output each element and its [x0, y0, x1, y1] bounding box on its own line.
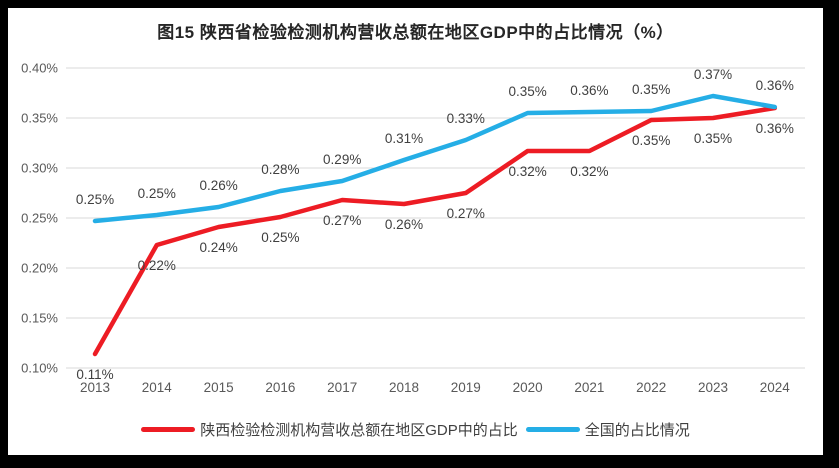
legend-item-1: 全国的占比情况: [525, 419, 690, 440]
series-line-1: [92, 93, 778, 224]
y-tick-label: 0.25%: [21, 211, 58, 226]
data-label-series-0: 0.27%: [447, 206, 485, 221]
data-label-series-0: 0.36%: [756, 121, 794, 136]
x-tick-label: 2018: [389, 380, 419, 395]
data-label-series-1: 0.28%: [261, 162, 299, 177]
data-label-series-0: 0.35%: [694, 131, 732, 146]
data-label-series-1: 0.36%: [756, 78, 794, 93]
x-tick-label: 2020: [513, 380, 543, 395]
data-label-series-1: 0.31%: [385, 131, 423, 146]
legend-swatch-icon: [141, 426, 196, 432]
legend-swatch-icon: [525, 426, 580, 432]
x-tick-label: 2021: [574, 380, 604, 395]
data-label-series-1: 0.26%: [199, 178, 237, 193]
x-tick-label: 2013: [80, 380, 110, 395]
data-label-series-0: 0.25%: [261, 230, 299, 245]
data-label-series-1: 0.35%: [508, 84, 546, 99]
chart-title: 图15 陕西省检验检测机构营收总额在地区GDP中的占比情况（%）: [157, 23, 674, 42]
data-label-series-1: 0.35%: [632, 82, 670, 97]
data-label-series-0: 0.22%: [138, 258, 176, 273]
x-tick-label: 2016: [265, 380, 295, 395]
y-tick-label: 0.40%: [21, 61, 58, 76]
series-line-0: [92, 105, 778, 357]
data-label-series-0: 0.32%: [508, 164, 546, 179]
x-tick-label: 2014: [142, 380, 173, 395]
x-tick-label: 2017: [327, 380, 357, 395]
plot-area: 0.40% 0.35% 0.30% 0.25% 0.20% 0.15% 0.10% 2013 2…: [21, 61, 805, 395]
data-label-series-0: 0.35%: [632, 133, 670, 148]
x-tick-label: 2023: [698, 380, 728, 395]
data-label-series-0: 0.27%: [323, 213, 361, 228]
data-label-series-0: 0.32%: [570, 164, 608, 179]
legend-item-0: 陕西检验检测机构营收总额在地区GDP中的占比: [141, 419, 518, 440]
x-tick-label: 2024: [760, 380, 791, 395]
data-label-series-1: 0.29%: [323, 152, 361, 167]
data-label-series-1: 0.36%: [570, 83, 608, 98]
data-label-series-1: 0.33%: [447, 111, 485, 126]
legend-label: 陕西检验检测机构营收总额在地区GDP中的占比: [200, 421, 518, 439]
y-tick-label: 0.35%: [21, 111, 58, 126]
x-tick-label: 2019: [451, 380, 481, 395]
data-label-series-0: 0.11%: [76, 367, 113, 382]
data-label-series-0: 0.24%: [199, 240, 237, 255]
data-label-series-1: 0.25%: [76, 192, 114, 207]
legend-label: 全国的占比情况: [584, 421, 690, 439]
data-label-series-0: 0.26%: [385, 217, 423, 232]
y-tick-label: 0.20%: [21, 261, 58, 276]
y-tick-label: 0.15%: [21, 311, 58, 326]
y-tick-label: 0.30%: [21, 161, 58, 176]
data-label-series-1: 0.25%: [138, 186, 176, 201]
x-tick-label: 2022: [636, 380, 666, 395]
chart-panel: 图15 陕西省检验检测机构营收总额在地区GDP中的占比情况（%） 0.40% 0.…: [8, 8, 823, 455]
legend: 陕西检验检测机构营收总额在地区GDP中的占比 全国的占比情况: [8, 416, 823, 442]
y-tick-label: 0.10%: [21, 361, 58, 376]
data-label-series-1: 0.37%: [694, 67, 732, 82]
x-tick-label: 2015: [204, 380, 234, 395]
